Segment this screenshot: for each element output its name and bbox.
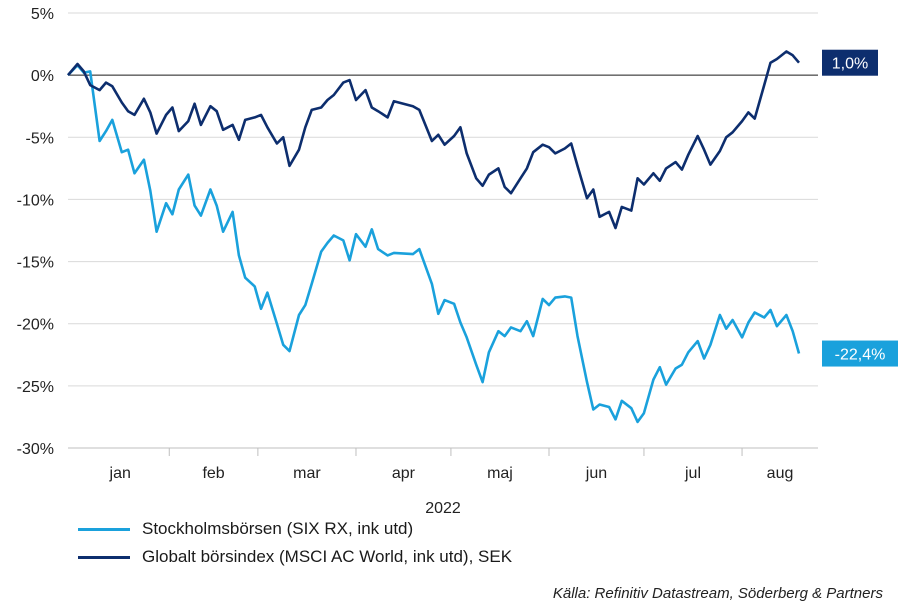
legend-swatch-global bbox=[78, 555, 130, 559]
end-label-box-0 bbox=[822, 340, 898, 367]
end-label-0: -22,4% bbox=[835, 347, 886, 364]
y-tick-label-1: 0% bbox=[31, 68, 54, 85]
x-tick-label-feb: feb bbox=[202, 465, 224, 482]
x-axis-year-label: 2022 bbox=[425, 500, 461, 517]
source-note: Källa: Refinitiv Datastream, Söderberg &… bbox=[552, 585, 883, 602]
y-tick-label-0: 5% bbox=[31, 6, 54, 23]
series-line-0 bbox=[67, 63, 801, 424]
x-tick-label-jul: jul bbox=[684, 465, 701, 482]
end-label-1: 1,0% bbox=[832, 56, 868, 73]
legend-label-global: Globalt börsindex (MSCI AC World, ink ut… bbox=[142, 547, 513, 566]
y-tick-label-6: -25% bbox=[17, 379, 54, 396]
series-line-1 bbox=[67, 50, 800, 230]
x-tick-label-apr: apr bbox=[392, 465, 416, 482]
legend-swatch-stockholm bbox=[78, 527, 130, 531]
x-tick-label-jan: jan bbox=[109, 465, 131, 482]
y-tick-label-2: -5% bbox=[26, 130, 54, 147]
legend-item-global: Globalt börsindex (MSCI AC World, ink ut… bbox=[78, 543, 512, 571]
x-tick-label-maj: maj bbox=[487, 465, 513, 482]
y-tick-label-4: -15% bbox=[17, 255, 54, 272]
x-tick-label-aug: aug bbox=[767, 465, 794, 482]
legend-item-stockholm: Stockholmsbörsen (SIX RX, ink utd) bbox=[78, 515, 512, 543]
y-tick-label-5: -20% bbox=[17, 317, 54, 334]
x-tick-label-mar: mar bbox=[293, 465, 321, 482]
y-tick-label-3: -10% bbox=[17, 192, 54, 209]
x-tick-label-jun: jun bbox=[585, 465, 607, 482]
legend-label-stockholm: Stockholmsbörsen (SIX RX, ink utd) bbox=[142, 519, 414, 538]
y-tick-label-7: -30% bbox=[17, 441, 54, 458]
end-label-box-1 bbox=[822, 49, 878, 76]
legend: Stockholmsbörsen (SIX RX, ink utd) Globa… bbox=[78, 515, 512, 571]
